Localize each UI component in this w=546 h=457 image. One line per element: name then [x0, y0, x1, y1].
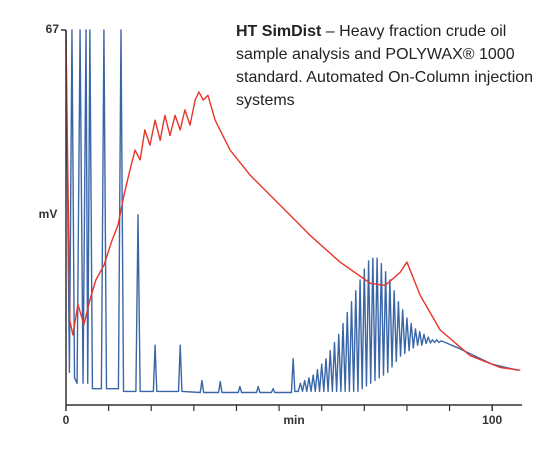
plot-area: [65, 29, 521, 394]
annotation: HT SimDist – Heavy fraction crude oil sa…: [236, 20, 541, 112]
x-tick-label: 0: [63, 413, 70, 427]
annotation-bold: HT SimDist: [236, 23, 322, 40]
trace-line: [65, 39, 521, 371]
y-axis-label: mV: [39, 207, 58, 221]
annotation-text: – Heavy fraction crude oil sample analys…: [236, 23, 534, 109]
y-tick-label: 67: [46, 22, 60, 36]
trace-line: [65, 29, 518, 394]
x-tick-label: 100: [482, 413, 502, 427]
x-axis-label: min: [283, 413, 304, 427]
